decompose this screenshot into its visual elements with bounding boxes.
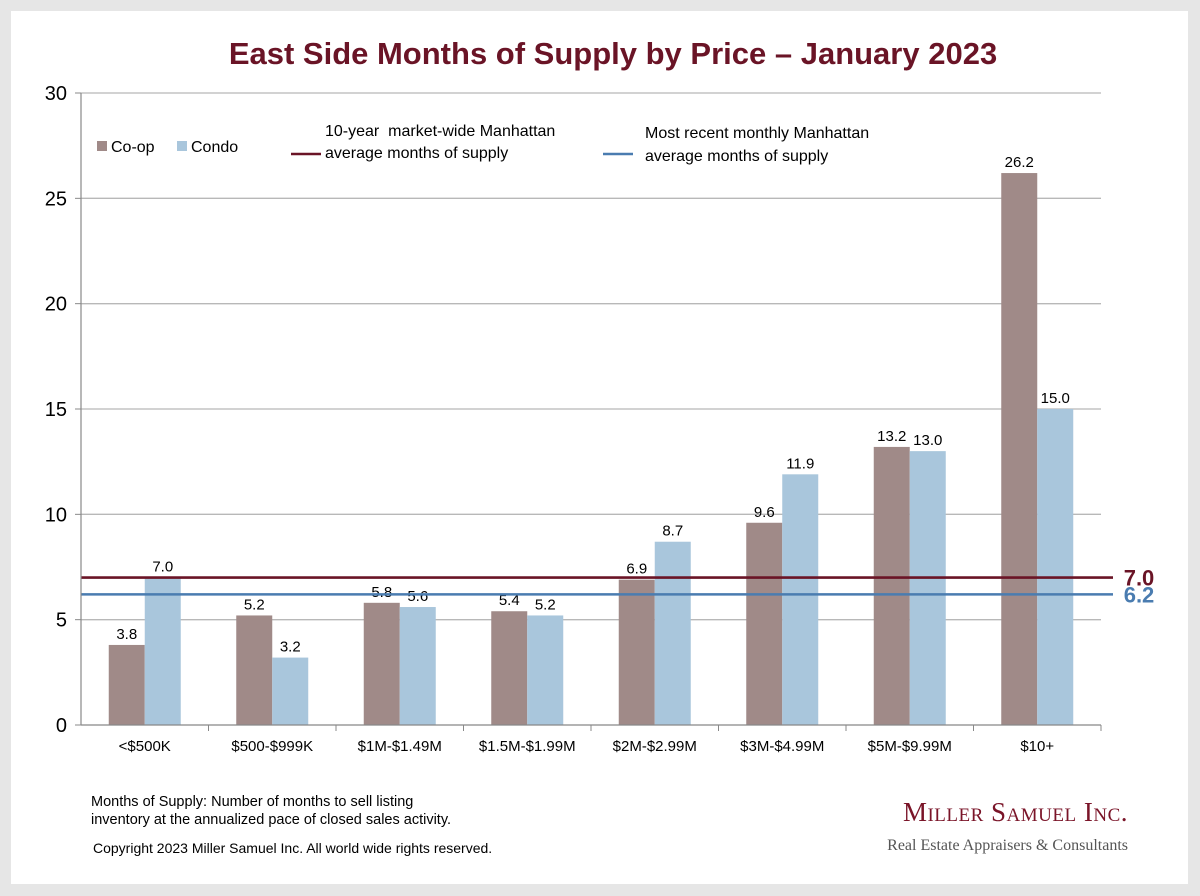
data-label: 9.6	[754, 504, 775, 521]
bar-co-op	[108, 644, 145, 725]
footnote-line-2: inventory at the annualized pace of clos…	[91, 812, 452, 828]
legend-label: 10-year market-wide Manhattan	[325, 123, 555, 140]
footnote-line-1: Months of Supply: Number of months to se…	[91, 794, 414, 810]
legend: Co-op Condo 10-year market-wide Manhattan a…	[97, 123, 869, 165]
data-label: 8.7	[662, 523, 683, 540]
legend-swatch	[177, 141, 187, 151]
reference-line-layer: 7.06.2	[81, 566, 1155, 607]
y-tick-label: 25	[45, 188, 67, 210]
bar-co-op	[491, 611, 528, 725]
x-tick-label: $500-$999K	[231, 738, 313, 755]
bar-co-op	[746, 522, 783, 725]
data-label: 13.0	[913, 432, 942, 449]
legend-label: Co-op	[111, 139, 155, 156]
legend-label: Condo	[191, 139, 238, 156]
brand-logo-name: Miller Samuel Inc.	[902, 797, 1128, 827]
bar-condo	[527, 615, 564, 725]
footnote-definition: Months of Supply: Number of months to se…	[91, 793, 451, 829]
data-label: 7.0	[152, 559, 173, 576]
y-tick-label: 5	[56, 610, 67, 632]
bar-co-op	[1001, 173, 1038, 725]
x-tick-label: $1.5M-$1.99M	[479, 738, 576, 755]
bar-co-op	[873, 446, 910, 725]
bar-co-op	[618, 579, 655, 725]
legend-swatch	[97, 141, 107, 151]
data-label: 5.2	[535, 596, 556, 613]
bar-co-op	[363, 602, 400, 725]
data-label: 5.8	[371, 584, 392, 601]
axis-layer: 0 5 10 15 20 25 30 <$500K $500-$999K $1M-$1.49M $1…	[45, 83, 1102, 755]
data-label: 13.2	[877, 428, 906, 445]
brand-logo-tagline: Real Estate Appraisers & Consultants	[887, 837, 1128, 854]
bar-condo	[782, 474, 819, 725]
chart-card: East Side Months of Supply by Price – Ja…	[11, 11, 1188, 884]
data-label: 3.2	[280, 639, 301, 656]
x-tick-label: <$500K	[119, 738, 171, 755]
data-label: 15.0	[1041, 390, 1070, 407]
data-label: 5.4	[499, 592, 520, 609]
bar-condo	[1037, 409, 1074, 725]
reference-line-value: 6.2	[1124, 582, 1155, 607]
bar-condo	[144, 577, 181, 725]
data-label: 3.8	[116, 626, 137, 643]
data-label: 5.6	[407, 588, 428, 605]
bar-condo	[272, 657, 309, 725]
legend-label: average months of supply	[645, 148, 828, 165]
data-label: 26.2	[1005, 154, 1034, 171]
legend-label: average months of supply	[325, 145, 508, 162]
x-tick-label: $3M-$4.99M	[740, 738, 824, 755]
y-tick-label: 0	[56, 715, 67, 737]
chart: East Side Months of Supply by Price – Ja…	[45, 36, 1155, 755]
bar-condo	[399, 607, 436, 725]
bar-condo	[654, 541, 691, 725]
x-tick-label: $2M-$2.99M	[613, 738, 697, 755]
bar-condo	[909, 451, 946, 725]
y-tick-label: 20	[45, 294, 67, 316]
legend-label: Most recent monthly Manhattan	[645, 125, 869, 142]
data-label: 6.9	[626, 561, 647, 578]
copyright-text: Copyright 2023 Miller Samuel Inc. All wo…	[93, 840, 493, 856]
grid-layer	[81, 92, 1101, 621]
x-tick-label: $1M-$1.49M	[358, 738, 442, 755]
data-label: 11.9	[786, 455, 814, 472]
data-label: 5.2	[244, 596, 265, 613]
x-tick-label: $10+	[1020, 738, 1054, 755]
y-tick-label: 10	[45, 504, 67, 526]
bar-co-op	[236, 615, 273, 725]
x-tick-label: $5M-$9.99M	[868, 738, 952, 755]
y-tick-label: 30	[45, 83, 67, 105]
bar-layer: 3.8 7.0 5.2 3.2 5.8 5.6 5.4 5.2 6.9 8.7 9.6 11.9 13.…	[108, 154, 1074, 725]
chart-title: East Side Months of Supply by Price – Ja…	[229, 36, 997, 71]
y-tick-label: 15	[45, 399, 67, 421]
reference-line-value: 7.0	[1124, 566, 1155, 591]
